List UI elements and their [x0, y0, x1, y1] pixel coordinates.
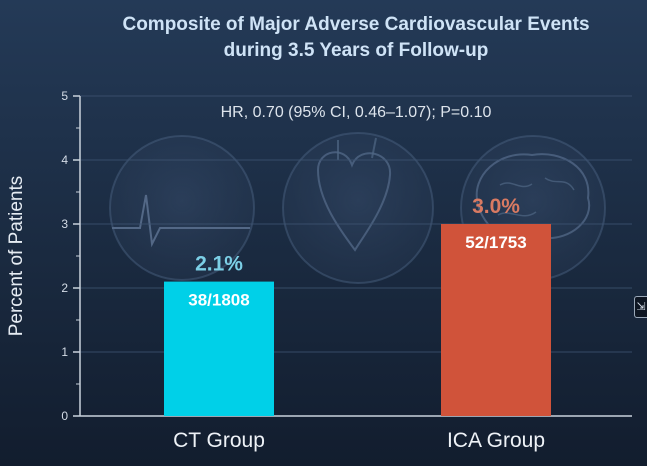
y-tick-label: 5: [61, 89, 68, 103]
x-category-label: ICA Group: [447, 429, 545, 452]
chart-subtitle: HR, 0.70 (95% CI, 0.46–1.07); P=0.10: [221, 104, 492, 121]
x-category-label: CT Group: [173, 429, 265, 452]
y-tick-label: 0: [61, 409, 68, 423]
bar-count-label: 38/1808: [188, 291, 249, 310]
bars-group: 2.1% 38/1808 CT Group 3.0% 52/1753 ICA Group: [164, 195, 551, 452]
y-axis-label: Percent of Patients: [6, 176, 27, 337]
bar-value-label: 3.0%: [472, 195, 520, 218]
y-tick-label: 4: [61, 153, 68, 167]
chart-title-line-1: Composite of Major Adverse Cardiovascula…: [122, 14, 589, 35]
y-tick-label: 1: [61, 345, 68, 359]
y-tick-label: 3: [61, 217, 68, 231]
bar-value-label: 2.1%: [195, 253, 243, 276]
y-axis-ticks: 0 1 2 3 4 5: [61, 89, 80, 423]
heart-icon: [282, 132, 434, 284]
chart-title-line-2: during 3.5 Years of Follow-up: [224, 40, 489, 61]
ecg-icon: [109, 135, 255, 281]
bar: [164, 281, 274, 416]
bar-count-label: 52/1753: [465, 233, 526, 252]
y-tick-label: 2: [61, 281, 68, 295]
expand-arrow-icon[interactable]: ⇲: [634, 296, 647, 318]
bar: [441, 224, 551, 416]
